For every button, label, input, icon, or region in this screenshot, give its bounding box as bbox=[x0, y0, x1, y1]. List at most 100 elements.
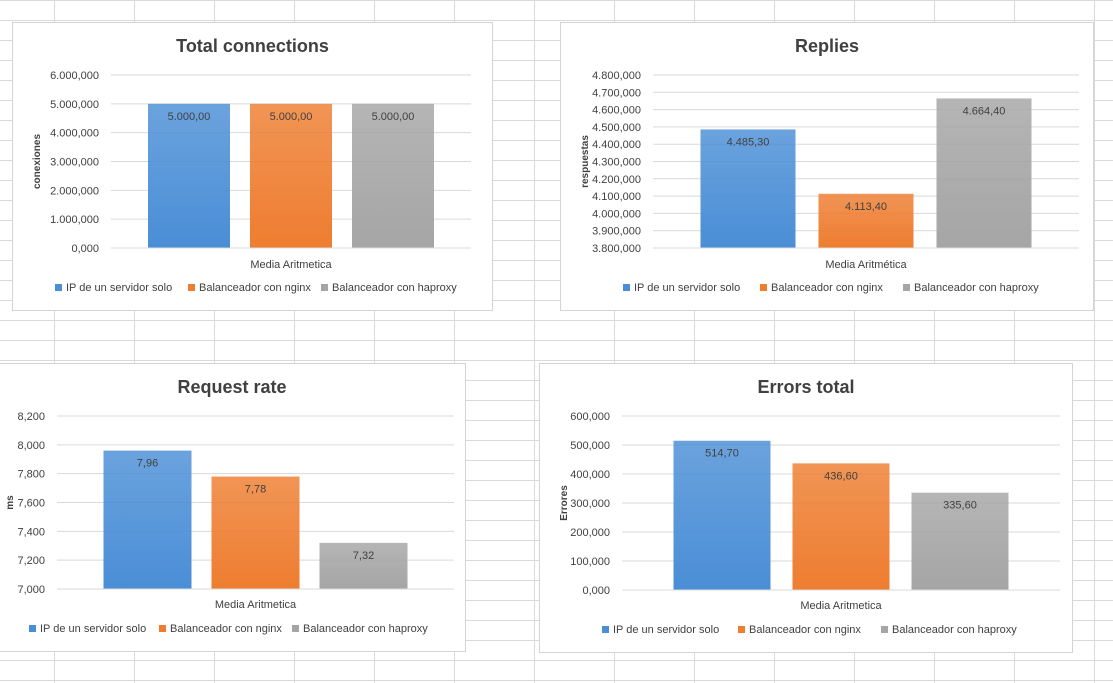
bar-1 bbox=[148, 103, 230, 248]
data-label: 5.000,00 bbox=[168, 111, 211, 123]
y-tick-label: 4.200,000 bbox=[592, 174, 641, 186]
legend-item: Balanceador con nginx bbox=[199, 282, 311, 294]
legend-swatch-3 bbox=[903, 284, 910, 291]
y-tick-label: 200,000 bbox=[570, 527, 610, 539]
data-label: 4.113,40 bbox=[845, 201, 887, 213]
chart-total-connections[interactable]: Total connections 0,000 1.000,000 2.000,000… bbox=[12, 22, 493, 311]
y-tick-label: 4.500,000 bbox=[592, 122, 641, 134]
data-label: 514,70 bbox=[705, 448, 739, 460]
chart-svg: Replies 3.800,000 3.900,000 4.000,000 4.100,… bbox=[580, 36, 1079, 294]
bar-3 bbox=[352, 103, 434, 248]
chart-replies[interactable]: Replies 3.800,000 3.900,000 4.000,000 4.100,… bbox=[560, 22, 1094, 311]
chart-title: Replies bbox=[795, 36, 859, 56]
bar-1 bbox=[700, 129, 796, 248]
x-category-label: Media Aritmetica bbox=[800, 600, 882, 612]
chart-svg: Errors total 0,000 100,000 200,000 300,000 40… bbox=[559, 377, 1060, 636]
chart-svg: Request rate 7,000 7,200 7,400 7,600 7,800 8,0… bbox=[5, 377, 454, 635]
chart-request-rate[interactable]: Request rate 7,000 7,200 7,400 7,600 7,800 8,0… bbox=[0, 363, 466, 652]
legend-swatch-1 bbox=[602, 626, 609, 633]
y-tick-label: 4.400,000 bbox=[592, 139, 641, 151]
y-tick-label: 4.700,000 bbox=[592, 87, 641, 99]
y-tick-label: 600,000 bbox=[570, 411, 610, 423]
y-tick-label: 0,000 bbox=[71, 243, 99, 255]
bar-3 bbox=[936, 98, 1032, 248]
y-tick-label: 8,200 bbox=[17, 411, 45, 423]
y-tick-label: 3.900,000 bbox=[592, 226, 641, 238]
legend-item: Balanceador con nginx bbox=[771, 282, 883, 294]
y-tick-label: 100,000 bbox=[570, 556, 610, 568]
y-axis-label: Errores bbox=[559, 485, 570, 521]
legend-swatch-1 bbox=[55, 284, 62, 291]
y-tick-label: 4.000,000 bbox=[592, 208, 641, 220]
y-tick-label: 4.100,000 bbox=[592, 191, 641, 203]
x-category-label: Media Aritmetica bbox=[215, 599, 297, 611]
legend-item: IP de un servidor solo bbox=[40, 623, 146, 635]
legend-swatch-2 bbox=[159, 625, 166, 632]
legend-swatch-2 bbox=[738, 626, 745, 633]
legend-item: Balanceador con nginx bbox=[170, 623, 282, 635]
legend-item: Balanceador con haproxy bbox=[303, 623, 428, 635]
y-axis-label: ms bbox=[5, 495, 16, 510]
y-tick-label: 500,000 bbox=[570, 440, 610, 452]
legend-swatch-3 bbox=[321, 284, 328, 291]
legend-swatch-1 bbox=[29, 625, 36, 632]
y-axis-label: conexiones bbox=[32, 134, 43, 189]
y-tick-label: 5.000,000 bbox=[50, 99, 99, 111]
legend-swatch-3 bbox=[881, 626, 888, 633]
y-tick-label: 4.000,000 bbox=[50, 128, 99, 140]
legend-item: IP de un servidor solo bbox=[613, 624, 719, 636]
y-tick-label: 4.800,000 bbox=[592, 70, 641, 82]
bar-2 bbox=[250, 103, 332, 248]
data-label: 7,96 bbox=[137, 458, 158, 470]
y-tick-label: 8,000 bbox=[17, 440, 45, 452]
x-category-label: Media Aritmetica bbox=[250, 259, 332, 271]
legend-item: IP de un servidor solo bbox=[634, 282, 740, 294]
y-tick-label: 400,000 bbox=[570, 469, 610, 481]
legend-item: Balanceador con nginx bbox=[749, 624, 861, 636]
data-label: 4.664,40 bbox=[963, 105, 1006, 117]
y-tick-label: 6.000,000 bbox=[50, 70, 99, 82]
y-tick-label: 3.800,000 bbox=[592, 243, 641, 255]
legend-swatch-2 bbox=[760, 284, 767, 291]
legend-item: IP de un servidor solo bbox=[66, 282, 172, 294]
y-tick-label: 300,000 bbox=[570, 498, 610, 510]
bar-2 bbox=[818, 193, 914, 248]
legend-item: Balanceador con haproxy bbox=[914, 282, 1039, 294]
chart-title: Total connections bbox=[176, 36, 329, 56]
bar-1 bbox=[103, 450, 192, 589]
legend-item: Balanceador con haproxy bbox=[892, 624, 1017, 636]
chart-errors-total[interactable]: Errors total 0,000 100,000 200,000 300,000 40… bbox=[539, 363, 1073, 653]
y-tick-label: 7,200 bbox=[17, 555, 45, 567]
chart-title: Errors total bbox=[757, 377, 854, 397]
data-label: 335,60 bbox=[943, 500, 977, 512]
data-label: 5.000,00 bbox=[270, 111, 313, 123]
y-tick-label: 4.300,000 bbox=[592, 157, 641, 169]
chart-title: Request rate bbox=[177, 377, 286, 397]
y-tick-label: 2.000,000 bbox=[50, 185, 99, 197]
bar-3 bbox=[911, 492, 1009, 590]
y-axis-label: respuestas bbox=[580, 135, 591, 188]
y-tick-label: 7,600 bbox=[17, 498, 45, 510]
data-label: 4.485,30 bbox=[727, 136, 770, 148]
bar-1 bbox=[673, 440, 771, 590]
legend-swatch-1 bbox=[623, 284, 630, 291]
legend-item: Balanceador con haproxy bbox=[332, 282, 457, 294]
y-tick-label: 3.000,000 bbox=[50, 157, 99, 169]
chart-svg: Total connections 0,000 1.000,000 2.000,000… bbox=[32, 36, 471, 294]
y-tick-label: 0,000 bbox=[582, 585, 610, 597]
data-label: 5.000,00 bbox=[372, 111, 415, 123]
y-tick-label: 7,800 bbox=[17, 469, 45, 481]
bar-2 bbox=[211, 476, 300, 589]
bar-3 bbox=[319, 542, 408, 589]
data-label: 7,32 bbox=[353, 550, 374, 562]
x-category-label: Media Aritmética bbox=[825, 259, 907, 271]
data-label: 436,60 bbox=[824, 470, 858, 482]
y-tick-label: 4.600,000 bbox=[592, 105, 641, 117]
legend-swatch-3 bbox=[292, 625, 299, 632]
y-tick-label: 7,400 bbox=[17, 526, 45, 538]
legend-swatch-2 bbox=[188, 284, 195, 291]
data-label: 7,78 bbox=[245, 484, 266, 496]
y-tick-label: 1.000,000 bbox=[50, 214, 99, 226]
bar-2 bbox=[792, 463, 890, 590]
y-tick-label: 7,000 bbox=[17, 584, 45, 596]
